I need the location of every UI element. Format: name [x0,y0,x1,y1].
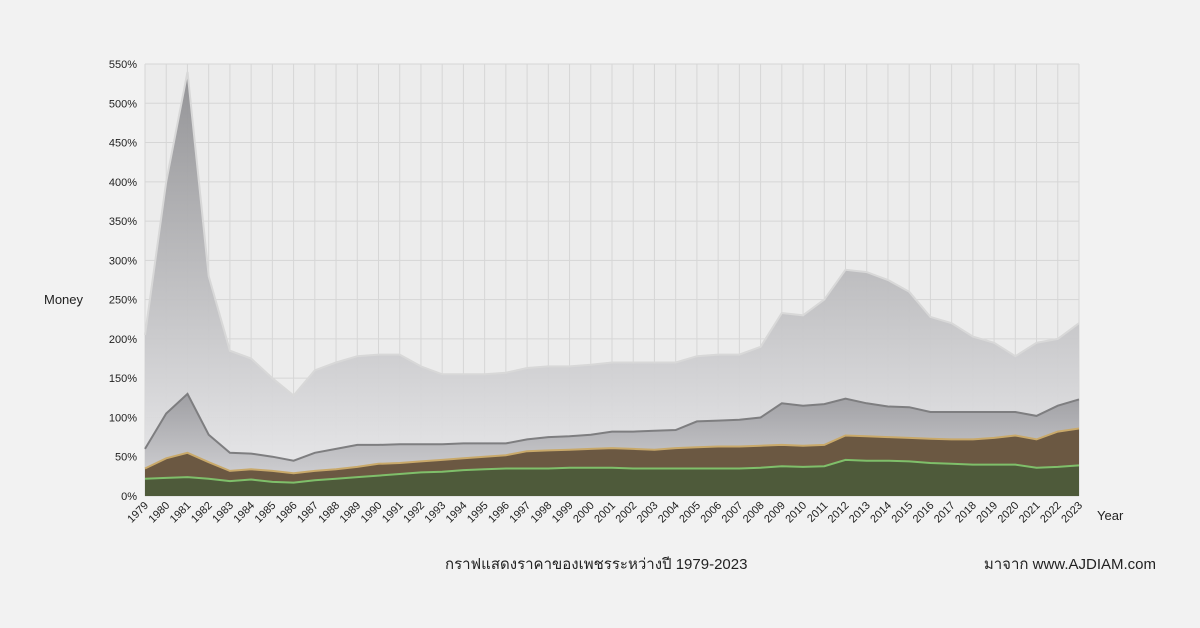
y-tick-label: 50% [115,452,137,464]
x-tick-label: 1994 [444,500,470,526]
x-tick-label: 2000 [571,500,597,526]
series-line [144,392,1080,462]
y-tick-label: 0% [121,491,137,503]
x-tick-label: 1999 [550,500,576,526]
x-tick-label: 1995 [465,500,491,526]
x-tick-label: 2011 [805,500,830,525]
x-tick-label: 2001 [592,500,618,526]
x-tick-label: 1980 [147,500,173,526]
x-tick-label: 1987 [295,500,321,526]
x-tick-label: 2007 [720,500,746,526]
y-tick-label: 400% [109,177,137,189]
x-axis-label: Year [1097,508,1124,523]
x-tick-label: 2006 [698,500,724,526]
y-tick-label: 200% [109,334,137,346]
x-tick-label: 1990 [359,500,385,526]
x-tick-label: 2010 [783,500,809,526]
x-tick-label: 2003 [635,500,661,526]
x-tick-label: 2016 [911,500,937,526]
x-tick-label: 2020 [996,500,1022,526]
y-axis-label: Money [44,292,84,307]
x-tick-label: 1993 [423,500,449,526]
y-tick-label: 350% [109,216,137,228]
x-tick-label: 2014 [868,500,894,526]
y-tick-label: 450% [109,138,137,150]
x-tick-label: 1979 [125,500,151,526]
x-tick-label: 2012 [826,500,852,526]
x-tick-label: 2008 [741,500,767,526]
chart-areas [144,71,1080,497]
x-tick-label: 2017 [932,500,958,526]
x-tick-label: 1989 [338,500,364,526]
x-tick-label: 1981 [168,500,194,526]
x-tick-label: 1996 [486,500,512,526]
x-tick-label: 1988 [316,500,342,526]
y-tick-label: 100% [109,412,137,424]
x-tick-label: 2015 [890,500,916,526]
x-tick-label: 2022 [1038,500,1064,526]
x-tick-label: 2021 [1017,500,1043,526]
x-tick-label: 2013 [847,500,873,526]
series-line [144,458,1080,484]
x-tick-label: 1992 [401,500,427,526]
source-credit: มาจาก www.AJDIAM.com [983,556,1156,573]
chart-caption: กราฟแสดงราคาของเพชรระหว่างปี 1979-2023 [445,556,748,573]
x-tick-label: 1985 [253,500,279,526]
x-tick-label: 2009 [762,500,788,526]
y-tick-label: 300% [109,255,137,267]
y-tick-label: 550% [109,59,137,71]
series-area [145,71,1079,497]
y-tick-label: 500% [109,98,137,110]
x-tick-label: 1998 [529,500,555,526]
x-tick-label: 1997 [507,500,533,526]
x-tick-label: 1982 [189,500,215,526]
series-line [144,427,1080,475]
x-tick-label: 2002 [614,500,640,526]
y-tick-label: 250% [109,295,137,307]
x-tick-label: 2018 [953,500,979,526]
x-tick-label: 1991 [380,500,406,526]
series-area [145,459,1079,496]
x-tick-label: 2023 [1059,500,1085,526]
x-tick-label: 2004 [656,500,682,526]
x-tick-label: 1984 [231,500,257,526]
x-tick-label: 2005 [677,500,703,526]
x-tick-label: 1986 [274,500,300,526]
x-tick-label: 1983 [210,500,236,526]
series-line [144,71,1080,397]
y-tick-label: 150% [109,373,137,385]
x-tick-label: 2019 [974,500,1000,526]
